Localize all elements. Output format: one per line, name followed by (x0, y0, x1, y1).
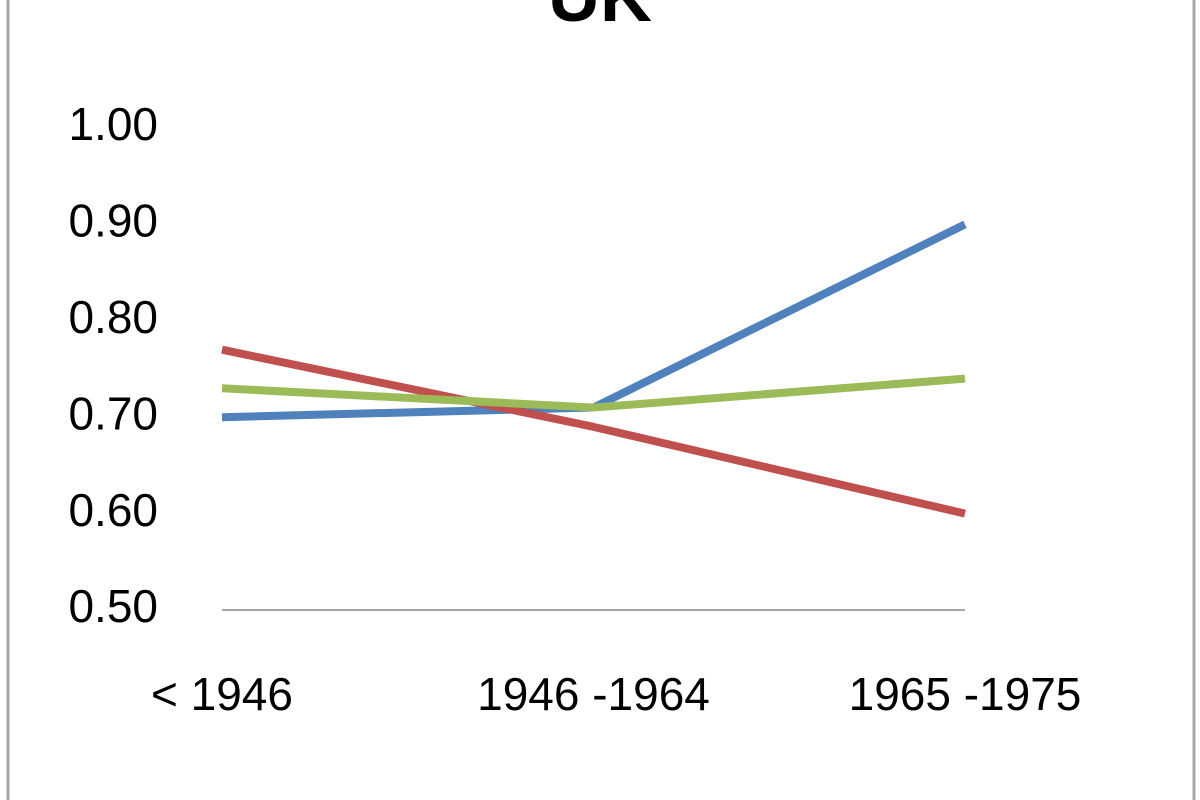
x-tick-label: 1946 -1964 (477, 668, 710, 720)
y-tick-label: 1.00 (68, 98, 158, 150)
y-tick-label: 0.60 (68, 484, 158, 536)
y-tick-label: 0.90 (68, 195, 158, 247)
y-tick-label: 0.70 (68, 387, 158, 439)
line-series (221, 345, 966, 518)
y-tick-label: 0.50 (68, 580, 158, 632)
x-tick-label: 1965 -1975 (849, 668, 1082, 720)
chart-title: UK (548, 0, 652, 37)
y-tick-label: 0.80 (68, 291, 158, 343)
x-tick-label: < 1946 (151, 668, 293, 720)
line-series (221, 374, 966, 412)
